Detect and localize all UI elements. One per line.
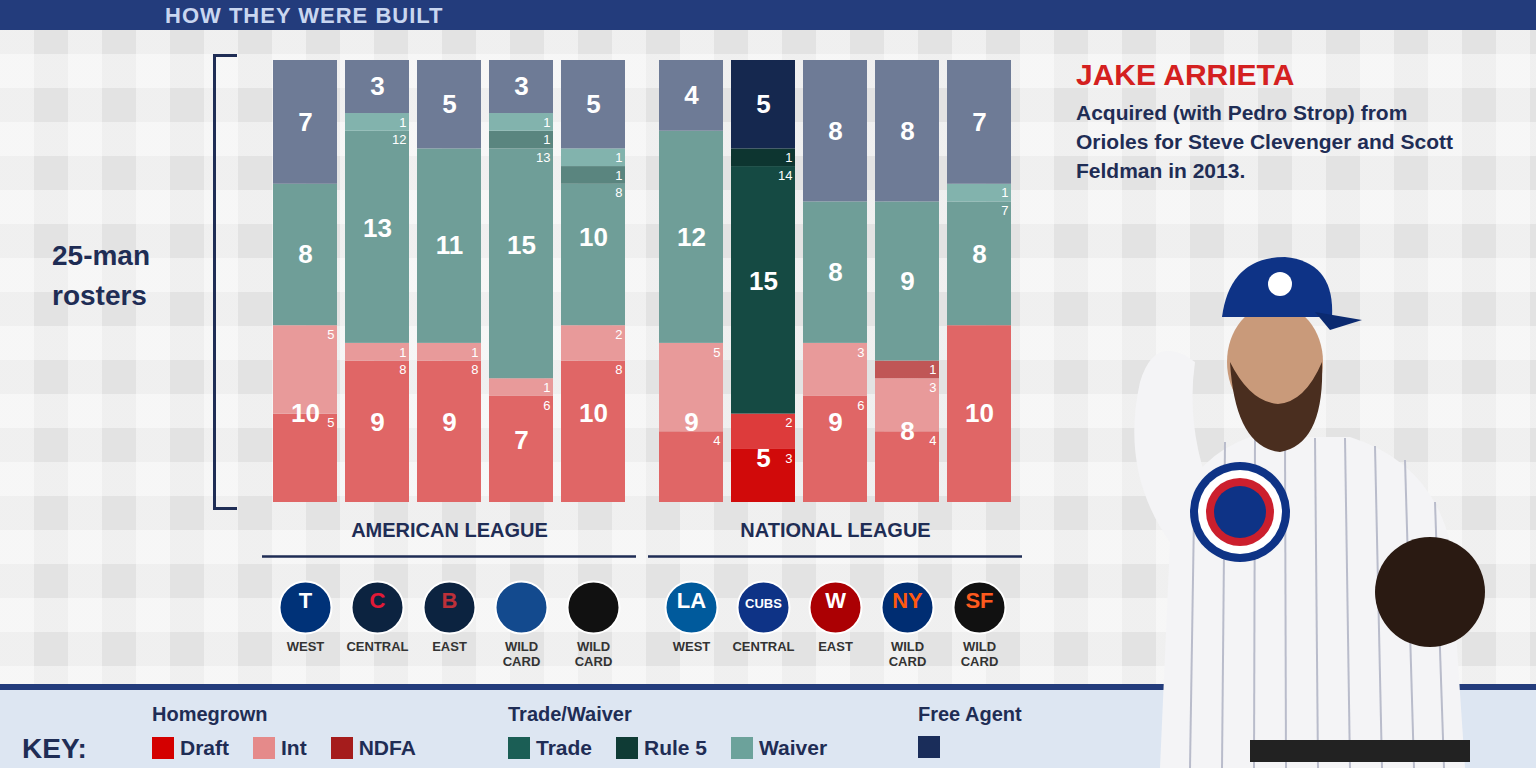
svg-text:5: 5 xyxy=(327,327,334,342)
html-text:Waiver: Waiver xyxy=(759,736,828,759)
svg-text:WEST: WEST xyxy=(673,639,711,654)
html-text:HOW THEY WERE BUILT: HOW THEY WERE BUILT xyxy=(165,3,444,28)
html-text:Trade/Waiver: Trade/Waiver xyxy=(508,703,632,725)
svg-text:6: 6 xyxy=(857,398,864,413)
svg-text:3: 3 xyxy=(929,380,936,395)
svg-text:8: 8 xyxy=(828,257,842,287)
html-text:Int: Int xyxy=(281,736,307,759)
svg-text:12: 12 xyxy=(677,222,706,252)
svg-text:5: 5 xyxy=(756,89,770,119)
svg-text:13: 13 xyxy=(536,150,550,165)
svg-text:1: 1 xyxy=(929,362,936,377)
svg-text:1: 1 xyxy=(543,115,550,130)
svg-text:W: W xyxy=(825,588,846,613)
svg-text:NATIONAL LEAGUE: NATIONAL LEAGUE xyxy=(740,519,930,541)
svg-text:3: 3 xyxy=(370,71,384,101)
svg-text:6: 6 xyxy=(543,398,550,413)
svg-text:B: B xyxy=(442,588,458,613)
svg-text:EAST: EAST xyxy=(818,639,853,654)
html-text:Acquired (with Pedro Strop) fr: Acquired (with Pedro Strop) from Orioles… xyxy=(1076,101,1453,182)
svg-text:8: 8 xyxy=(399,362,406,377)
svg-text:7: 7 xyxy=(1001,203,1008,218)
svg-text:11: 11 xyxy=(436,230,464,260)
svg-text:8: 8 xyxy=(615,362,622,377)
svg-text:3: 3 xyxy=(514,71,528,101)
svg-text:9: 9 xyxy=(828,407,842,437)
svg-text:8: 8 xyxy=(828,116,842,146)
svg-text:LA: LA xyxy=(677,588,706,613)
svg-text:WILDCARD: WILDCARD xyxy=(961,639,999,669)
svg-text:10: 10 xyxy=(291,398,320,428)
svg-text:NY: NY xyxy=(892,588,923,613)
html-text:Trade: Trade xyxy=(536,736,592,759)
svg-text:5: 5 xyxy=(327,415,334,430)
svg-text:9: 9 xyxy=(442,407,456,437)
svg-text:1: 1 xyxy=(615,150,622,165)
svg-text:3: 3 xyxy=(857,345,864,360)
html-text:Free Agent: Free Agent xyxy=(918,703,1022,725)
svg-text:5: 5 xyxy=(713,345,720,360)
svg-text:WILDCARD: WILDCARD xyxy=(889,639,927,669)
svg-text:WILDCARD: WILDCARD xyxy=(503,639,541,669)
svg-text:15: 15 xyxy=(749,266,778,296)
svg-text:8: 8 xyxy=(298,239,312,269)
svg-text:4: 4 xyxy=(929,433,936,448)
svg-text:4: 4 xyxy=(684,80,699,110)
svg-text:3: 3 xyxy=(785,451,792,466)
svg-text:2: 2 xyxy=(615,327,622,342)
svg-text:WEST: WEST xyxy=(287,639,325,654)
svg-text:10: 10 xyxy=(965,398,994,428)
html-text:Rule 5: Rule 5 xyxy=(644,736,708,759)
svg-text:12: 12 xyxy=(392,132,406,147)
svg-text:1: 1 xyxy=(399,345,406,360)
svg-text:7: 7 xyxy=(298,107,312,137)
svg-text:7: 7 xyxy=(972,107,986,137)
html-text:JAKE ARRIETA: JAKE ARRIETA xyxy=(1076,58,1295,91)
html-text:Homegrown: Homegrown xyxy=(152,703,268,725)
svg-text:EAST: EAST xyxy=(432,639,467,654)
svg-text:14: 14 xyxy=(778,168,792,183)
svg-text:T: T xyxy=(299,588,313,613)
svg-text:9: 9 xyxy=(900,266,914,296)
svg-text:2: 2 xyxy=(785,415,792,430)
svg-text:5: 5 xyxy=(586,89,600,119)
svg-text:1: 1 xyxy=(471,345,478,360)
svg-text:5: 5 xyxy=(756,443,770,473)
svg-text:WILDCARD: WILDCARD xyxy=(575,639,613,669)
html-text:Draft: Draft xyxy=(180,736,229,759)
svg-text:5: 5 xyxy=(442,89,456,119)
svg-text:9: 9 xyxy=(684,407,698,437)
svg-text:SF: SF xyxy=(965,588,993,613)
svg-text:1: 1 xyxy=(543,132,550,147)
svg-text:9: 9 xyxy=(370,407,384,437)
svg-text:8: 8 xyxy=(900,116,914,146)
svg-text:1: 1 xyxy=(543,380,550,395)
svg-text:CENTRAL: CENTRAL xyxy=(346,639,408,654)
svg-text:C: C xyxy=(370,588,386,613)
svg-text:13: 13 xyxy=(363,213,392,243)
svg-text:8: 8 xyxy=(900,416,914,446)
svg-text:10: 10 xyxy=(579,222,608,252)
svg-text:8: 8 xyxy=(972,239,986,269)
html-text:KEY:: KEY: xyxy=(22,733,87,764)
svg-text:8: 8 xyxy=(615,185,622,200)
svg-text:AMERICAN LEAGUE: AMERICAN LEAGUE xyxy=(351,519,548,541)
svg-text:7: 7 xyxy=(514,425,528,455)
svg-text:CENTRAL: CENTRAL xyxy=(732,639,794,654)
svg-text:1: 1 xyxy=(785,150,792,165)
svg-text:1: 1 xyxy=(1001,185,1008,200)
svg-text:CUBS: CUBS xyxy=(745,596,782,611)
svg-text:15: 15 xyxy=(507,230,536,260)
svg-text:1: 1 xyxy=(399,115,406,130)
svg-text:4: 4 xyxy=(713,433,720,448)
html-text:NDFA: NDFA xyxy=(358,736,416,759)
svg-text:8: 8 xyxy=(471,362,478,377)
html-text:25-man rosters: 25-man rosters xyxy=(52,240,150,311)
svg-text:1: 1 xyxy=(615,168,622,183)
svg-text:10: 10 xyxy=(579,398,608,428)
